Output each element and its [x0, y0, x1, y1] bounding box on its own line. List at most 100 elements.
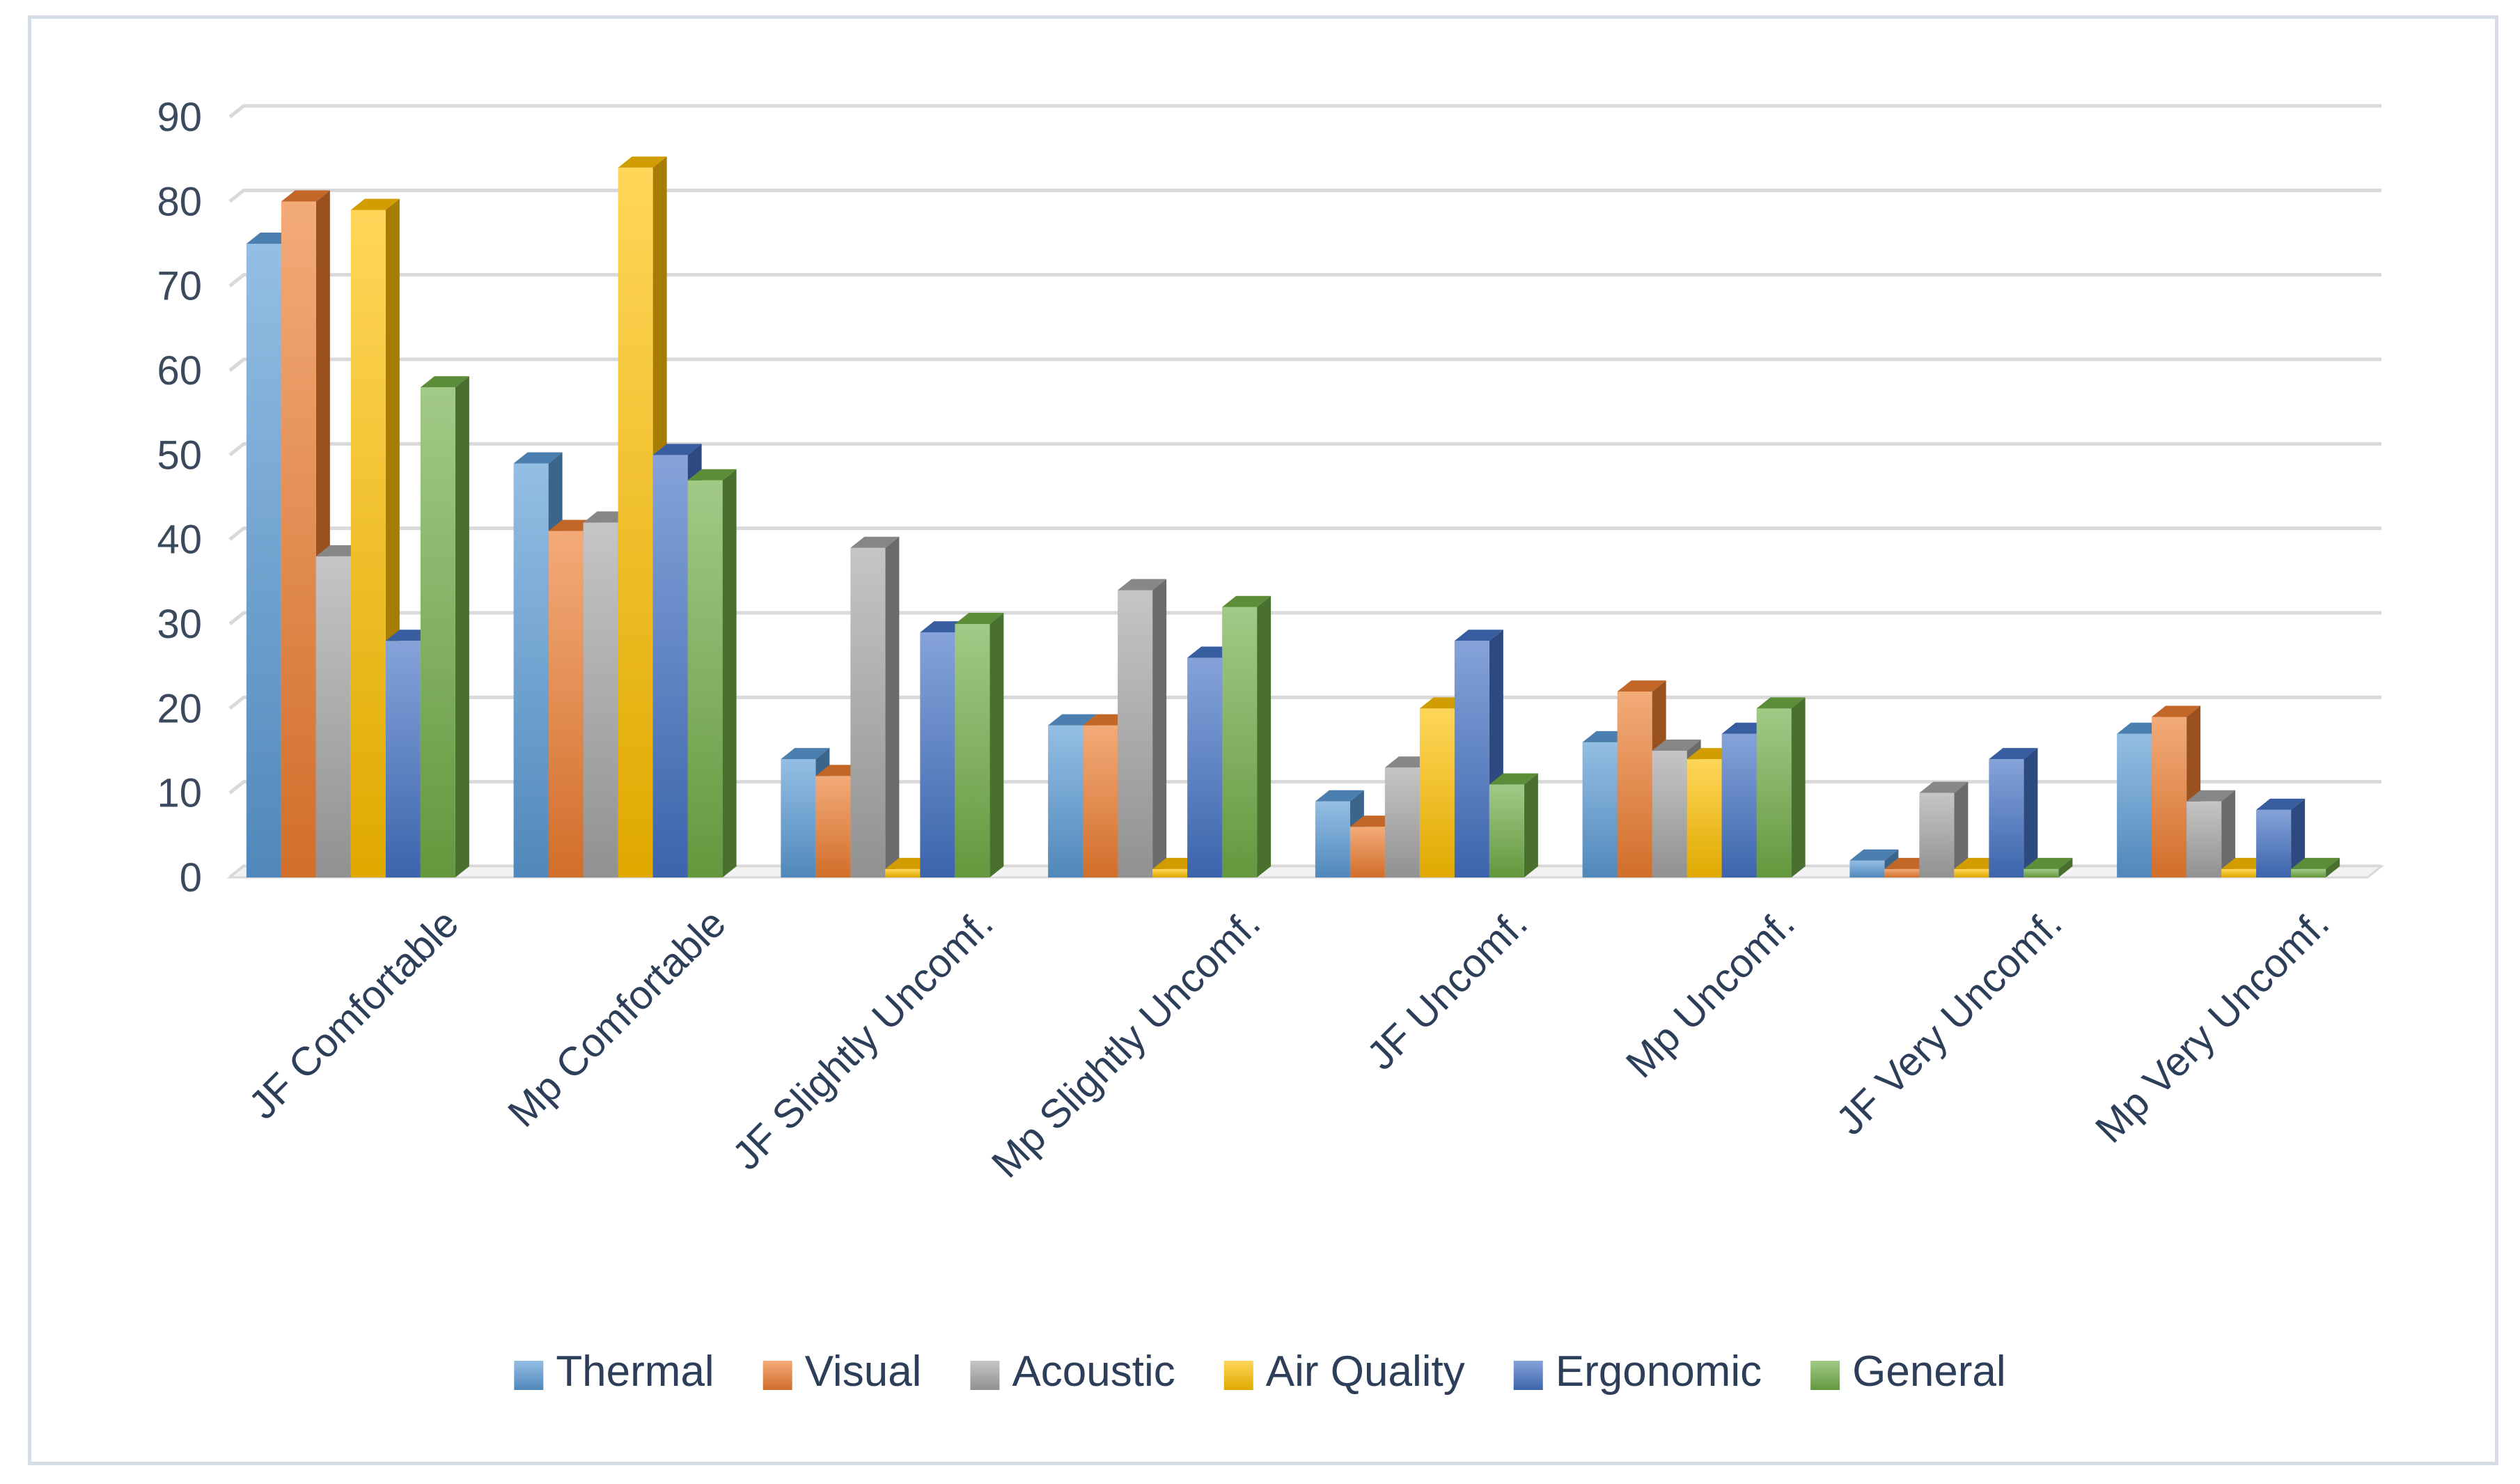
- legend-swatch: [1223, 1361, 1253, 1390]
- legend-item-general: General: [1810, 1348, 2006, 1396]
- bar-thermal-7: [1849, 849, 1899, 877]
- legend-label: General: [1852, 1348, 2006, 1396]
- bar-front: [2152, 717, 2187, 877]
- bar-front: [1849, 860, 1885, 877]
- bar-front: [315, 556, 351, 877]
- bar-front: [1652, 751, 1687, 877]
- bar-side: [455, 376, 469, 877]
- bar-front: [885, 868, 921, 877]
- legend-swatch: [762, 1361, 792, 1390]
- bar-side: [2291, 798, 2306, 877]
- bar-front: [1721, 733, 1757, 877]
- bar-ergonomic-7: [1989, 748, 2038, 877]
- bar-general-3: [955, 613, 1004, 877]
- bar-top: [850, 536, 900, 548]
- bar-front: [1187, 657, 1223, 877]
- legend-item-thermal: Thermal: [514, 1348, 714, 1396]
- bar-ergonomic-8: [2256, 798, 2306, 877]
- bar-side: [2221, 790, 2236, 877]
- y-tick-label-20: 20: [157, 686, 202, 731]
- legend-label: Air Quality: [1266, 1348, 1465, 1396]
- x-category-label-6: Mp Uncomf.: [1618, 900, 1803, 1086]
- bar-top: [2256, 798, 2306, 810]
- gridline-90: [228, 104, 2381, 118]
- legend-swatch: [514, 1361, 544, 1390]
- bar-front: [1884, 868, 1920, 877]
- bar-front: [1048, 725, 1083, 877]
- bar-top: [1489, 773, 1538, 785]
- bar-general-5: [1489, 773, 1538, 877]
- y-tick-label-70: 70: [157, 264, 202, 309]
- x-category-label-2: Mp Comfortable: [499, 900, 735, 1136]
- x-category-label-3: JF Slightly Uncomf.: [723, 900, 1001, 1178]
- bar-front: [781, 759, 816, 877]
- bar-top: [1118, 579, 1167, 591]
- legend-item-visual: Visual: [762, 1348, 922, 1396]
- bar-front: [548, 531, 584, 877]
- bar-front: [246, 244, 281, 877]
- bar-front: [1489, 784, 1524, 877]
- bar-front: [1582, 742, 1618, 877]
- bar-front: [687, 480, 723, 877]
- bar-visual-8: [2152, 705, 2201, 877]
- y-tick-label-40: 40: [157, 517, 202, 563]
- legend-item-ergonomic: Ergonomic: [1513, 1348, 1762, 1396]
- bar-front: [652, 455, 688, 877]
- gridline-20: [228, 695, 2381, 710]
- bar-general-8: [2291, 857, 2340, 877]
- bar-front: [350, 210, 386, 877]
- bar-side: [2326, 857, 2340, 877]
- bar-side: [722, 469, 737, 877]
- bar-thermal-5: [1315, 790, 1364, 877]
- bar-general-2: [687, 469, 737, 877]
- bar-top: [2152, 705, 2201, 717]
- bar-top: [281, 190, 330, 202]
- bar-top: [2291, 857, 2340, 869]
- legend-swatch: [1810, 1361, 1840, 1390]
- bar-front: [2117, 733, 2152, 877]
- bar-general-4: [1222, 595, 1271, 877]
- bar-front: [1349, 827, 1385, 877]
- bar-acoustic-7: [1919, 781, 1969, 877]
- bar-general-1: [420, 376, 469, 877]
- bar-front: [2024, 868, 2059, 877]
- bar-top: [513, 452, 563, 464]
- bar-air-quality-2: [618, 156, 667, 878]
- y-tick-label-10: 10: [157, 771, 202, 816]
- bar-front: [1989, 759, 2024, 877]
- bar-top: [350, 198, 400, 210]
- legend-label: Ergonomic: [1556, 1348, 1762, 1396]
- bar-front: [1617, 692, 1652, 877]
- bar-front: [815, 776, 851, 877]
- bar-front: [1454, 641, 1489, 877]
- bar-front: [385, 641, 421, 877]
- bar-front: [2256, 809, 2292, 877]
- bar-side: [989, 613, 1004, 877]
- bar-air-quality-1: [350, 198, 400, 877]
- gridline-50: [228, 442, 2381, 457]
- gridline-30: [228, 611, 2381, 625]
- bar-side: [1257, 595, 1271, 877]
- legend-label: Visual: [805, 1348, 922, 1396]
- bar-side: [1152, 579, 1167, 877]
- bar-top: [1222, 595, 1271, 607]
- bar-front: [1384, 767, 1420, 877]
- bars: [246, 156, 2340, 878]
- bar-side: [1524, 773, 1538, 877]
- bar-front: [1315, 801, 1350, 877]
- bar-front: [1083, 725, 1118, 877]
- bar-front: [583, 522, 618, 877]
- bar-top: [2186, 790, 2236, 802]
- y-tick-label-50: 50: [157, 432, 202, 478]
- legend-swatch: [970, 1361, 1000, 1390]
- legend-swatch: [1513, 1361, 1543, 1390]
- bar-general-6: [1756, 697, 1806, 877]
- y-tick-label-0: 0: [180, 855, 202, 900]
- bar-top: [1617, 680, 1666, 692]
- chart-frame: [28, 15, 2498, 1465]
- legend-item-air-quality: Air Quality: [1223, 1348, 1465, 1396]
- x-category-label-1: JF Comfortable: [240, 900, 467, 1127]
- bar-front: [955, 624, 990, 877]
